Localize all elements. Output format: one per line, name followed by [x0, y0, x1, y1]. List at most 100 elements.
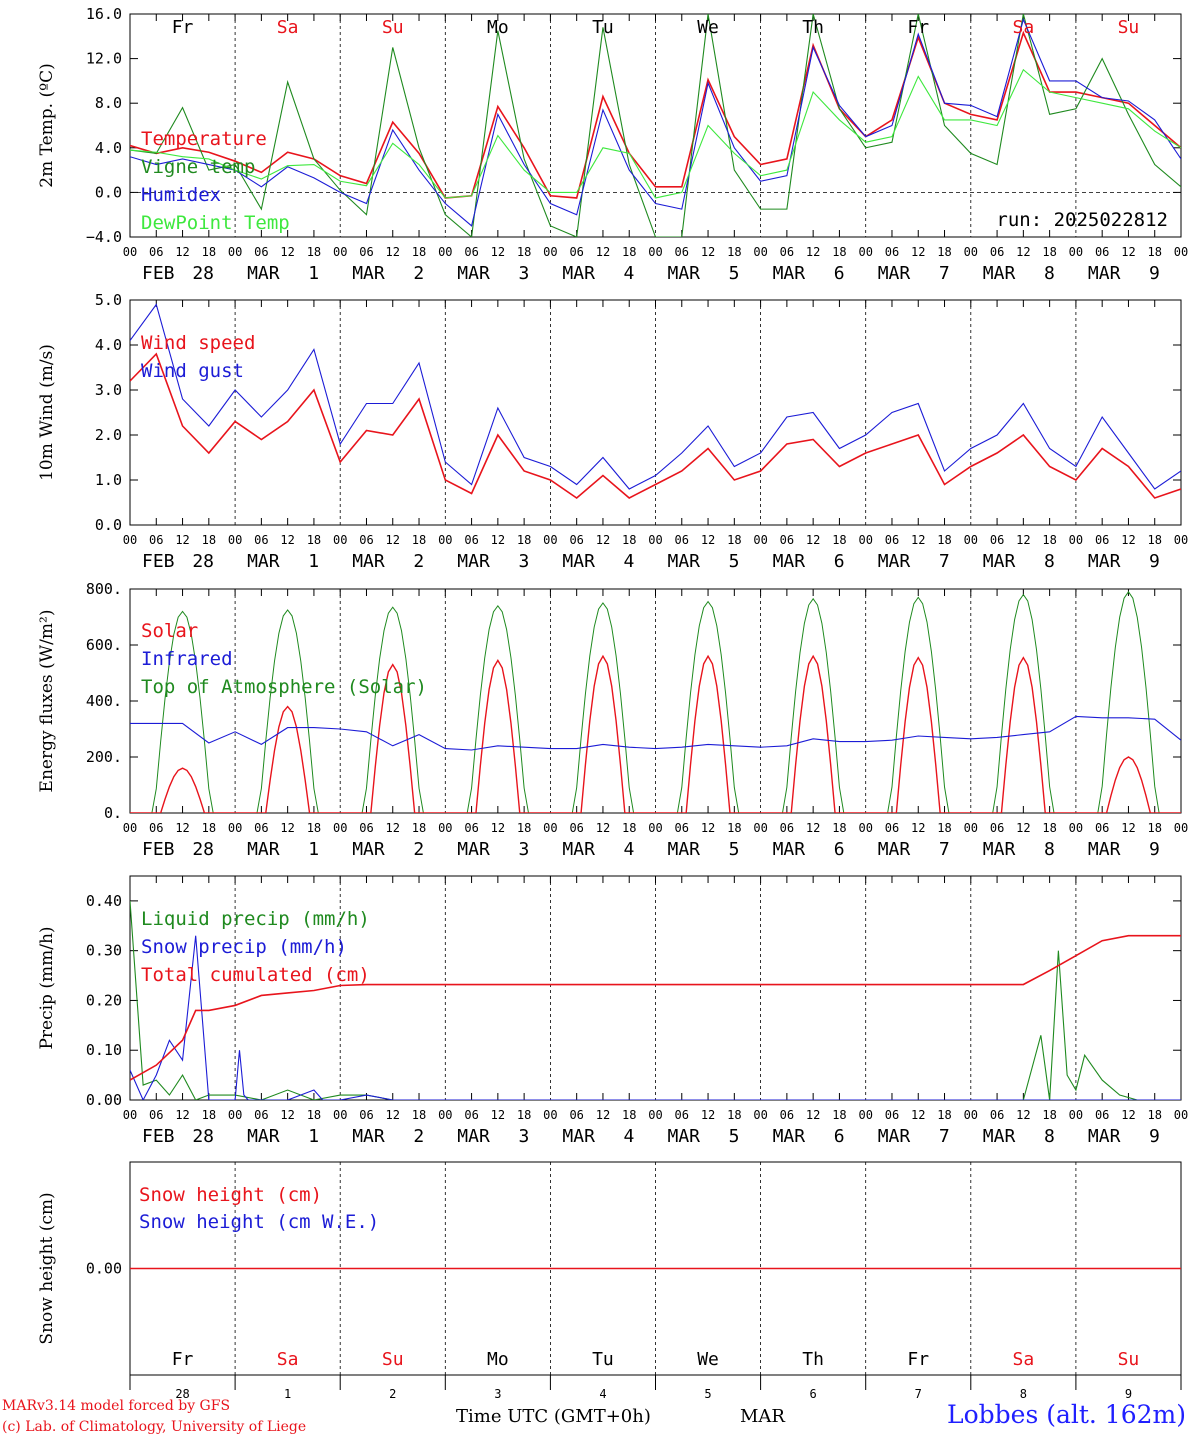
hour-label: 06: [359, 533, 373, 547]
hour-label: 06: [254, 245, 268, 259]
y-tick-label: 4.0: [95, 336, 122, 354]
toa-solar-line: [340, 606, 446, 813]
date-label-day: 4: [624, 1126, 635, 1147]
date-label-day: 5: [729, 551, 740, 572]
hour-label: 18: [307, 1108, 321, 1122]
legend-item: Humidex: [141, 184, 221, 206]
y-tick-label: 3.0: [95, 381, 122, 399]
date-label-month: MAR: [878, 1126, 911, 1147]
date-label-month: MAR: [1088, 263, 1121, 284]
date-label-month: MAR: [352, 263, 385, 284]
hour-label: 00: [964, 533, 978, 547]
hour-label: 06: [149, 533, 163, 547]
date-label-month: MAR: [562, 551, 595, 572]
bottom-date: 3: [494, 1387, 501, 1401]
hour-label: 12: [386, 245, 400, 259]
y-axis-title: Energy fluxes (W/m²): [37, 610, 57, 793]
date-label-month: MAR: [773, 839, 806, 860]
hour-label: 06: [254, 1108, 268, 1122]
hour-label: 00: [228, 533, 242, 547]
hour-label: 12: [175, 533, 189, 547]
hour-label: 12: [596, 245, 610, 259]
hour-label: 12: [596, 821, 610, 835]
date-label-day: 4: [624, 551, 635, 572]
bottom-date: 4: [599, 1387, 606, 1401]
y-axis-title: 10m Wind (m/s): [37, 344, 57, 481]
date-label-day: 3: [518, 839, 529, 860]
hour-label: 00: [1069, 245, 1083, 259]
hour-label: 12: [280, 821, 294, 835]
date-label-day: 2: [413, 1126, 424, 1147]
date-label-day: 5: [729, 1126, 740, 1147]
day-name-top: Sa: [277, 17, 299, 38]
hour-label: 00: [858, 1108, 872, 1122]
hour-label: 12: [1121, 821, 1135, 835]
hour-label: 00: [543, 821, 557, 835]
legend-item: Wind speed: [141, 332, 255, 354]
date-label-month: MAR: [878, 263, 911, 284]
hour-label: 00: [858, 245, 872, 259]
hour-label: 06: [780, 533, 794, 547]
hour-label: 06: [569, 821, 583, 835]
hour-label: 12: [1121, 1108, 1135, 1122]
hour-label: 00: [333, 1108, 347, 1122]
y-axis-title: 2m Temp. (ºC): [37, 63, 57, 188]
y-tick-label: 8.0: [95, 94, 122, 112]
hour-label: 18: [1147, 533, 1161, 547]
hour-label: 18: [937, 821, 951, 835]
date-label-day: 5: [729, 263, 740, 284]
hour-label: 12: [701, 1108, 715, 1122]
hour-label: 12: [701, 821, 715, 835]
day-name-bottom: Tu: [592, 1349, 614, 1370]
date-label-day: 7: [939, 551, 950, 572]
day-name-bottom: Fr: [172, 1349, 194, 1370]
hour-label: 00: [438, 1108, 452, 1122]
hour-label: 12: [1121, 245, 1135, 259]
date-label-month: MAR: [668, 551, 701, 572]
toa-solar-line: [760, 597, 866, 813]
date-label-month: MAR: [878, 839, 911, 860]
date-label-day: 6: [834, 551, 845, 572]
hour-label: 00: [1069, 1108, 1083, 1122]
hour-label: 00: [964, 245, 978, 259]
hour-label: 00: [648, 1108, 662, 1122]
date-label-month: MAR: [247, 263, 280, 284]
hour-label: 06: [1095, 1108, 1109, 1122]
hour-label: 18: [727, 1108, 741, 1122]
hour-label: 00: [753, 821, 767, 835]
hour-label: 00: [1069, 533, 1083, 547]
hour-label: 00: [1174, 533, 1188, 547]
hour-label: 12: [596, 1108, 610, 1122]
legend-item: DewPoint Temp: [141, 212, 290, 234]
bottom-date: 1: [284, 1387, 291, 1401]
solar-line: [760, 654, 866, 813]
date-label-month: MAR: [352, 551, 385, 572]
legend-item: Solar: [141, 620, 198, 642]
hour-label: 06: [990, 245, 1004, 259]
bottom-date: 28: [175, 1387, 189, 1401]
date-label-day: 4: [624, 839, 635, 860]
day-name-bottom: We: [697, 1349, 719, 1370]
date-label-day: 1: [308, 839, 319, 860]
hour-label: 18: [517, 533, 531, 547]
hour-label: 00: [1174, 245, 1188, 259]
day-name-bottom: Sa: [1013, 1349, 1035, 1370]
y-tick-label: 0.20: [86, 991, 122, 1009]
date-label-day: 7: [939, 839, 950, 860]
hour-label: 12: [806, 245, 820, 259]
toa-solar-line: [655, 600, 761, 813]
y-tick-label: 600.: [86, 636, 122, 654]
day-name-bottom: Su: [1118, 1349, 1140, 1370]
hour-label: 12: [911, 245, 925, 259]
hour-label: 06: [149, 1108, 163, 1122]
date-label-day: 1: [308, 551, 319, 572]
date-label-day: 1: [308, 263, 319, 284]
hour-label: 12: [1121, 533, 1135, 547]
y-tick-label: 0.00: [86, 1260, 122, 1278]
series-line-dewpoint-temp: [130, 68, 1181, 199]
series-line-snow-precip-mm-h-: [130, 935, 1181, 1100]
hour-label: 06: [254, 821, 268, 835]
date-label-month: MAR: [983, 839, 1016, 860]
date-label-day: 9: [1149, 1126, 1160, 1147]
